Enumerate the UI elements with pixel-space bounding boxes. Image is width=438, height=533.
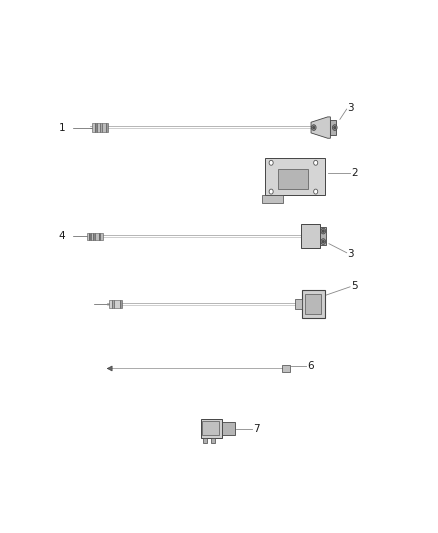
Polygon shape xyxy=(114,301,120,308)
Polygon shape xyxy=(91,232,93,240)
Polygon shape xyxy=(295,300,301,309)
Polygon shape xyxy=(320,227,326,245)
Polygon shape xyxy=(109,301,113,308)
Polygon shape xyxy=(89,232,91,240)
Polygon shape xyxy=(201,419,222,439)
Polygon shape xyxy=(95,124,97,132)
Polygon shape xyxy=(305,294,321,314)
Polygon shape xyxy=(278,169,308,189)
Polygon shape xyxy=(330,120,336,135)
Polygon shape xyxy=(95,232,99,240)
Text: 3: 3 xyxy=(347,249,354,259)
Polygon shape xyxy=(102,124,106,132)
Text: 1: 1 xyxy=(59,123,66,133)
Text: 5: 5 xyxy=(351,281,358,291)
Polygon shape xyxy=(100,124,102,132)
Polygon shape xyxy=(100,232,103,240)
Polygon shape xyxy=(107,366,112,371)
Circle shape xyxy=(269,160,273,165)
Circle shape xyxy=(334,126,336,129)
Polygon shape xyxy=(93,232,95,240)
Polygon shape xyxy=(97,124,100,132)
Polygon shape xyxy=(211,439,215,443)
Text: 2: 2 xyxy=(351,168,358,177)
Circle shape xyxy=(314,189,318,194)
Circle shape xyxy=(321,228,325,234)
Polygon shape xyxy=(222,422,235,435)
Polygon shape xyxy=(87,232,89,240)
Polygon shape xyxy=(106,124,108,132)
Circle shape xyxy=(313,126,315,129)
Circle shape xyxy=(311,125,316,131)
Polygon shape xyxy=(301,290,325,318)
Circle shape xyxy=(269,189,273,194)
Polygon shape xyxy=(265,158,325,195)
Circle shape xyxy=(321,239,325,245)
Polygon shape xyxy=(301,224,320,248)
Polygon shape xyxy=(99,232,100,240)
Circle shape xyxy=(314,160,318,165)
Circle shape xyxy=(332,125,337,131)
Polygon shape xyxy=(311,117,330,138)
Text: 7: 7 xyxy=(253,424,259,434)
Circle shape xyxy=(322,240,324,243)
Circle shape xyxy=(322,230,324,232)
Text: 6: 6 xyxy=(307,361,314,372)
Polygon shape xyxy=(113,301,114,308)
Text: 3: 3 xyxy=(347,103,354,113)
Polygon shape xyxy=(120,301,122,308)
Text: 4: 4 xyxy=(59,231,66,241)
Polygon shape xyxy=(203,439,207,443)
Polygon shape xyxy=(282,365,290,372)
Polygon shape xyxy=(92,124,95,132)
Polygon shape xyxy=(202,421,219,435)
Polygon shape xyxy=(262,195,283,203)
